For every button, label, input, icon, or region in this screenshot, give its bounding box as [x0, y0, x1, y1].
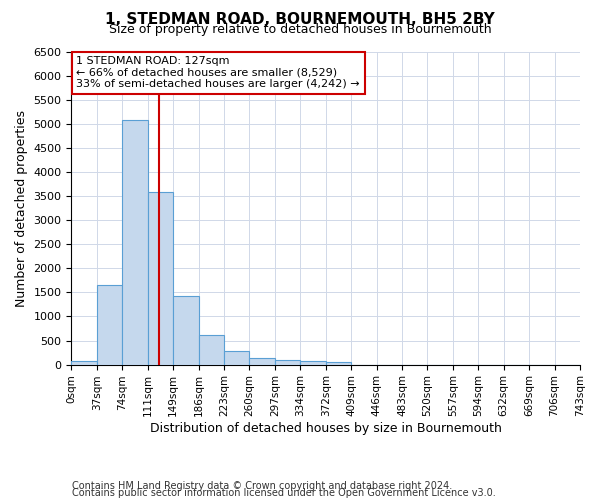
Bar	[300, 361, 326, 364]
Text: Contains HM Land Registry data © Crown copyright and database right 2024.: Contains HM Land Registry data © Crown c…	[72, 481, 452, 491]
Text: 1, STEDMAN ROAD, BOURNEMOUTH, BH5 2BY: 1, STEDMAN ROAD, BOURNEMOUTH, BH5 2BY	[105, 12, 495, 28]
Bar	[173, 296, 199, 364]
Bar	[224, 350, 250, 364]
Bar	[275, 360, 300, 364]
Bar	[122, 120, 148, 364]
Text: Contains public sector information licensed under the Open Government Licence v3: Contains public sector information licen…	[72, 488, 496, 498]
Y-axis label: Number of detached properties: Number of detached properties	[15, 110, 28, 306]
Bar	[199, 334, 224, 364]
Bar	[250, 358, 275, 364]
Bar	[71, 361, 97, 364]
Bar	[148, 192, 173, 364]
Text: 1 STEDMAN ROAD: 127sqm
← 66% of detached houses are smaller (8,529)
33% of semi-: 1 STEDMAN ROAD: 127sqm ← 66% of detached…	[76, 56, 360, 90]
Bar	[97, 285, 122, 364]
Bar	[326, 362, 351, 364]
Text: Size of property relative to detached houses in Bournemouth: Size of property relative to detached ho…	[109, 22, 491, 36]
X-axis label: Distribution of detached houses by size in Bournemouth: Distribution of detached houses by size …	[150, 422, 502, 435]
